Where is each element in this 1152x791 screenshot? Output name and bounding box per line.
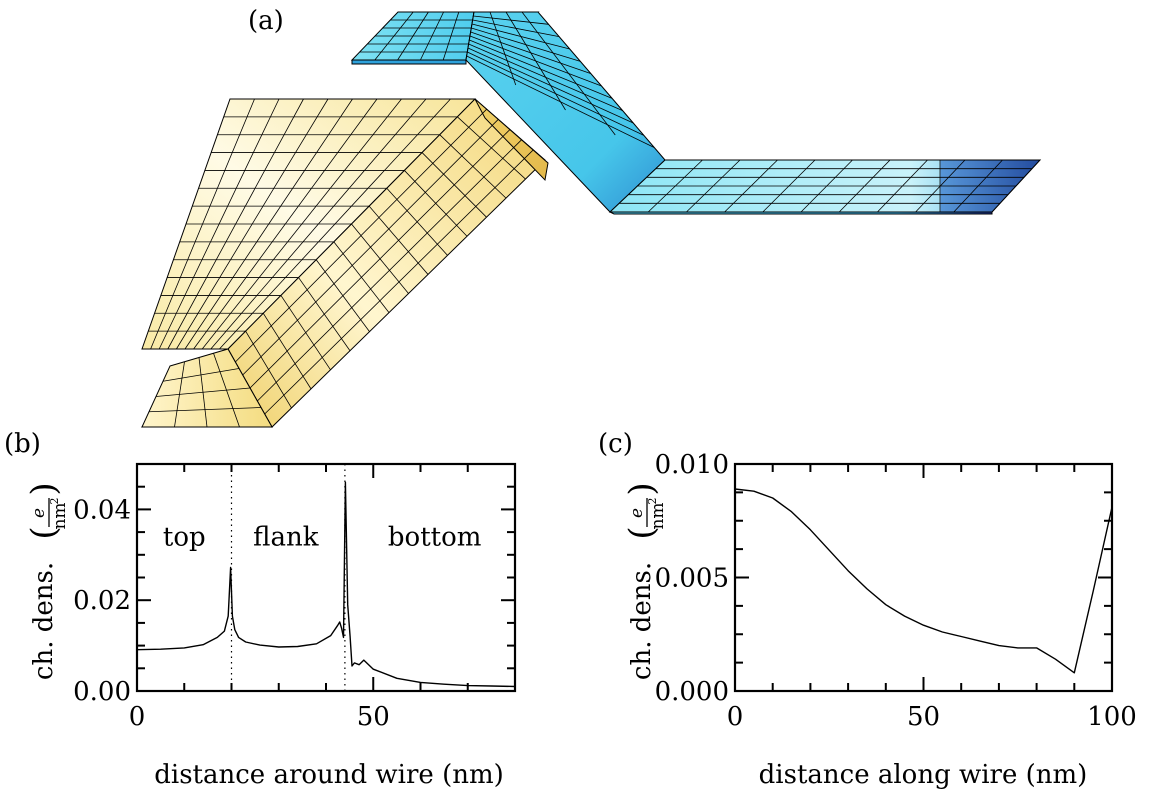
gate-bottom-face (141, 348, 273, 428)
wire-slope-mesh-v (466, 55, 655, 149)
panel-label-b: (b) (4, 429, 41, 459)
wire-slope-mesh-v (472, 19, 560, 38)
wire-slope-mesh-v (467, 51, 645, 136)
gate-flank-mesh-v (386, 188, 448, 256)
gate-bottom-mesh-v (155, 387, 251, 397)
chart-c-ytick-label: 0.010 (655, 450, 729, 480)
chart-b-boundaries (230, 464, 346, 691)
gate-flank-mesh-v (333, 241, 390, 313)
chart-c-xtick-label: 100 (1087, 702, 1137, 732)
wire-bottom-front (609, 211, 993, 215)
chart-b-series (136, 481, 516, 688)
chart-c-ylabel-lparen: ( (622, 526, 662, 539)
chart-b-region-labels: top flank bottom (163, 523, 482, 553)
chart-c-ylabel: ch. dens. ( e nm 2 ) (622, 482, 668, 680)
chart-b-line (136, 481, 516, 688)
wire-mesh-lines (359, 11, 1032, 213)
chart-b-ylabel: ch. dens. ( e nm 2 ) (24, 482, 70, 680)
chart-c: 0 50 100 0.000 0.005 0.010 distance along wir… (622, 450, 1137, 790)
gate-flank-mesh-v (280, 295, 331, 371)
chart-b-ylabel-exp: 2 (48, 498, 61, 505)
chart-b-ylabel-lparen: ( (24, 526, 64, 539)
chart-b-ylabel-num: e (29, 508, 49, 518)
panel-label-a: (a) (248, 6, 284, 36)
panel-label-c: (c) (598, 429, 633, 459)
chart-b-tick-labels: 0 50 0.00 0.02 0.04 (73, 495, 390, 732)
chart-b-ytick-label: 0.02 (73, 586, 131, 616)
gate-structure-illustration (141, 98, 549, 428)
chart-b-ticks (136, 463, 516, 692)
chart-c-ylabel-num: e (627, 508, 647, 518)
gate-flank-mesh-v (351, 223, 409, 294)
chart-b-region-label: flank (253, 523, 319, 553)
chart-c-line (734, 488, 1113, 674)
wire-slope-mesh-v (469, 39, 613, 99)
chart-b-xtick-label: 0 (129, 702, 146, 732)
gate-mesh-lines (148, 98, 534, 428)
chart-b-ylabel-text: ch. dens. (29, 562, 59, 680)
chart-b-frame (135, 462, 517, 693)
gate-flank-mesh-v (298, 277, 351, 351)
chart-b-region-label: top (163, 523, 206, 553)
chart-b-xtick-label: 50 (357, 702, 390, 732)
chart-b-region-label: bottom (388, 523, 482, 553)
chart-c-tick-labels: 0 50 100 0.000 0.005 0.010 (655, 450, 1137, 732)
wire-top-front (351, 59, 467, 65)
wire-slope-mesh-v (471, 23, 570, 50)
chart-c-xlabel: distance along wire (nm) (759, 760, 1088, 790)
gate-flank-mesh-v (439, 134, 507, 199)
chart-c-frame (733, 462, 1114, 693)
gate-flank-mesh-v (315, 259, 370, 332)
wire-structure-illustration (350, 11, 1042, 215)
chart-c-ylabel-text: ch. dens. (627, 562, 657, 680)
gate-flank-mesh-v (404, 170, 468, 237)
wire-slope-mesh-v (471, 27, 581, 62)
chart-c-xtick-label: 50 (907, 702, 940, 732)
chart-c-ytick-label: 0.000 (655, 677, 729, 707)
wire-slope-mesh-v (473, 15, 549, 25)
chart-c-series (734, 488, 1113, 674)
gate-bottom-mesh-v (148, 407, 262, 413)
chart-b-ytick-label: 0.00 (73, 677, 131, 707)
wire-slope-mesh-v (467, 47, 634, 124)
chart-c-ylabel-den: nm (648, 502, 668, 529)
chart-b-xlabel: distance around wire (nm) (154, 760, 504, 790)
chart-c-ylabel-exp: 2 (646, 498, 659, 505)
chart-c-ylabel-rparen: ) (622, 482, 662, 495)
wire-slope-mesh-v (468, 43, 623, 112)
gate-bottom-mesh-v (162, 368, 240, 382)
wire-slope-mesh-v (469, 35, 602, 87)
gate-flank-mesh-v (262, 313, 312, 390)
chart-b-ytick-label: 0.04 (73, 495, 131, 525)
wire-slope-mesh-v (470, 31, 592, 75)
chart-b: 0 50 0.00 0.02 0.04 top flank bottom distance … (24, 462, 517, 790)
chart-b-ylabel-rparen: ) (24, 482, 64, 495)
chart-b-ylabel-den: nm (50, 502, 70, 529)
gate-side-face (474, 98, 549, 182)
chart-c-xtick-label: 0 (727, 702, 744, 732)
chart-c-ticks (734, 463, 1113, 692)
chart-c-ytick-label: 0.005 (655, 564, 729, 594)
gate-flank-mesh-v (245, 330, 292, 409)
gate-flank-mesh-v (457, 116, 526, 180)
gate-flank-mesh-v (368, 205, 429, 275)
gate-flank-mesh-v (421, 152, 487, 218)
